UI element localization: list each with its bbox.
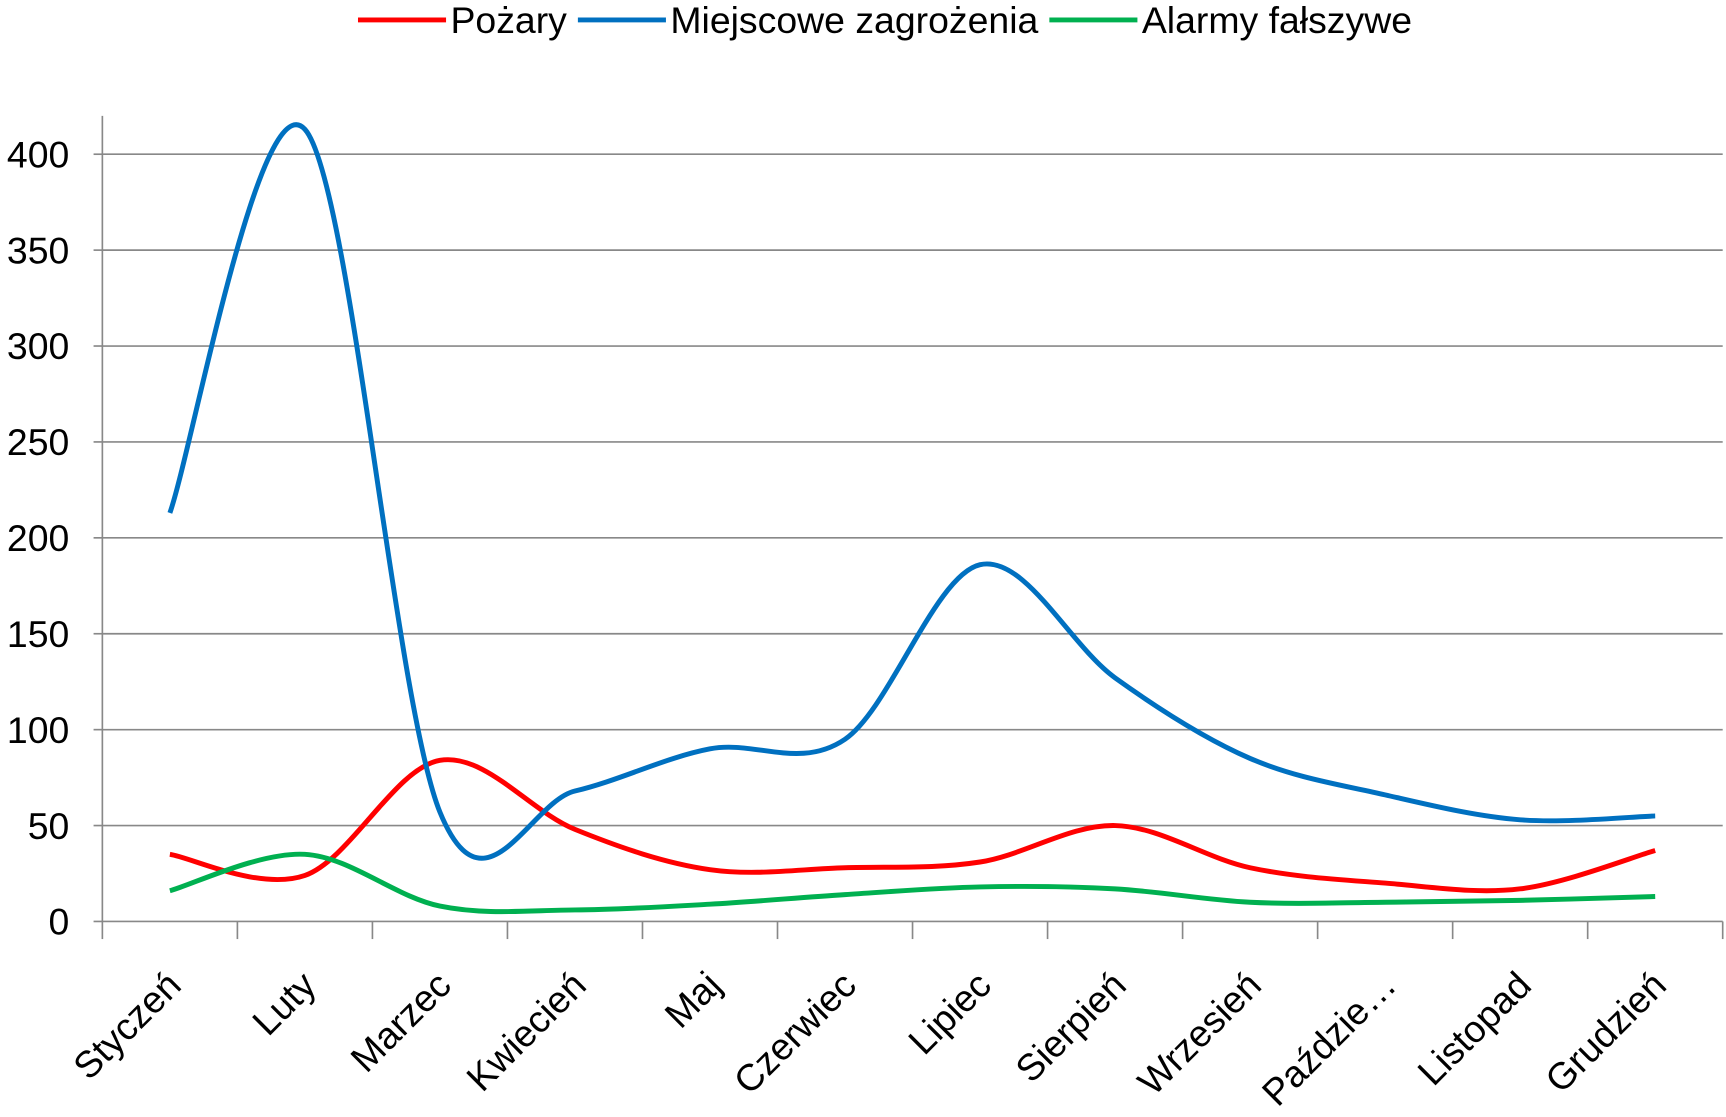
x-tick-label: Luty: [244, 963, 324, 1043]
x-tick-label: Sierpień: [1007, 963, 1134, 1090]
legend-item: Miejscowe zagrożenia: [577, 0, 1039, 41]
y-tick-label: 300: [7, 325, 69, 367]
y-tick-label: 400: [7, 133, 69, 175]
series-line: [169, 851, 1656, 915]
x-tick-label: Listopad: [1409, 963, 1539, 1093]
legend-label: Pożary: [450, 0, 567, 41]
x-tick-label: Maj: [657, 963, 729, 1035]
x-tick-label: Grudzień: [1537, 963, 1674, 1100]
legend-item: Pożary: [357, 0, 567, 41]
x-tick-label: Czerwiec: [725, 963, 863, 1101]
x-tick-label: Wrzesień: [1130, 963, 1269, 1102]
x-tick-label: Lipiec: [900, 963, 999, 1062]
x-tick-label: Kwiecień: [458, 963, 594, 1099]
y-tick-label: 50: [28, 805, 70, 847]
y-tick-label: 150: [7, 613, 69, 655]
series-line: [167, 122, 1656, 861]
y-tick-label: 100: [7, 709, 69, 751]
y-tick-label: 0: [49, 901, 70, 943]
y-tick-label: 200: [7, 517, 69, 559]
series-line: [169, 757, 1656, 894]
x-tick-label: Paździe…: [1254, 963, 1404, 1112]
legend-label: Alarmy fałszywe: [1142, 0, 1412, 41]
y-tick-label: 350: [7, 229, 69, 271]
legend-label: Miejscowe zagrożenia: [670, 0, 1038, 41]
y-tick-label: 250: [7, 421, 69, 463]
x-tick-label: Marzec: [342, 963, 458, 1079]
legend-item: Alarmy fałszywe: [1049, 0, 1412, 41]
x-tick-label: Styczeń: [65, 963, 189, 1087]
